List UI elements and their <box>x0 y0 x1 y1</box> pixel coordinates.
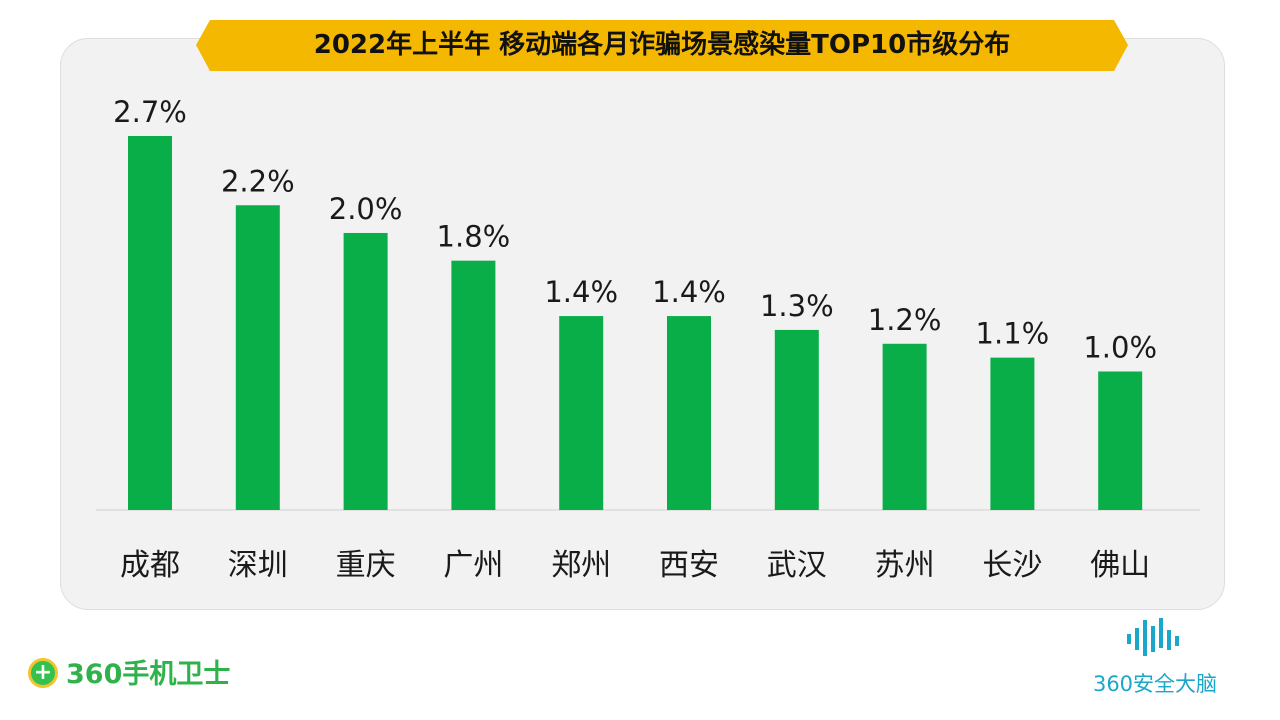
category-label-9: 佛山 <box>1090 548 1150 583</box>
chart-title: 2022年上半年 移动端各月诈骗场景感染量TOP10市级分布 <box>313 30 1011 60</box>
category-label-0: 成都 <box>120 548 180 583</box>
data-label-1: 2.2% <box>221 164 295 198</box>
data-label-8: 1.1% <box>976 317 1050 351</box>
category-label-4: 郑州 <box>551 548 611 583</box>
category-label-2: 重庆 <box>336 548 396 583</box>
data-label-2: 2.0% <box>329 192 403 226</box>
category-label-7: 苏州 <box>875 548 935 583</box>
sound-wave-icon <box>1127 618 1179 656</box>
logo-right-text: 360安全大脑 <box>1092 672 1218 696</box>
bar-0 <box>128 136 172 510</box>
plus-circle-icon <box>28 658 58 688</box>
banner-shape <box>196 20 1128 71</box>
category-label-6: 武汉 <box>767 548 827 583</box>
data-label-7: 1.2% <box>868 303 942 337</box>
data-label-3: 1.8% <box>437 220 511 254</box>
data-label-9: 1.0% <box>1083 330 1157 364</box>
category-label-5: 西安 <box>659 548 719 583</box>
title-banner: 2022年上半年 移动端各月诈骗场景感染量TOP10市级分布 <box>196 20 1128 71</box>
data-label-0: 2.7% <box>113 95 187 129</box>
bar-5 <box>667 316 711 510</box>
category-label-8: 长沙 <box>982 548 1042 583</box>
bar-3 <box>451 260 496 510</box>
bar-8 <box>990 357 1035 510</box>
bar-4 <box>559 316 604 510</box>
bar-7 <box>882 343 927 510</box>
category-label-1: 深圳 <box>228 548 288 583</box>
data-label-6: 1.3% <box>760 289 834 323</box>
data-label-4: 1.4% <box>544 275 618 309</box>
category-label-3: 广州 <box>443 548 503 583</box>
bar-1 <box>235 205 280 510</box>
logo-360-security-brain: 360安全大脑 <box>1070 612 1240 702</box>
bar-6 <box>774 329 819 510</box>
bar-9 <box>1098 371 1143 510</box>
data-label-5: 1.4% <box>652 275 726 309</box>
logo-left-text: 360手机卫士 <box>66 659 231 690</box>
bar-2 <box>343 232 388 511</box>
bar-chart: 2.7% 成都 2.2% 深圳 2.0% 重庆 1.8% 广州 1.4% 郑州 1.4% 西安 1.3%… <box>96 95 1200 583</box>
